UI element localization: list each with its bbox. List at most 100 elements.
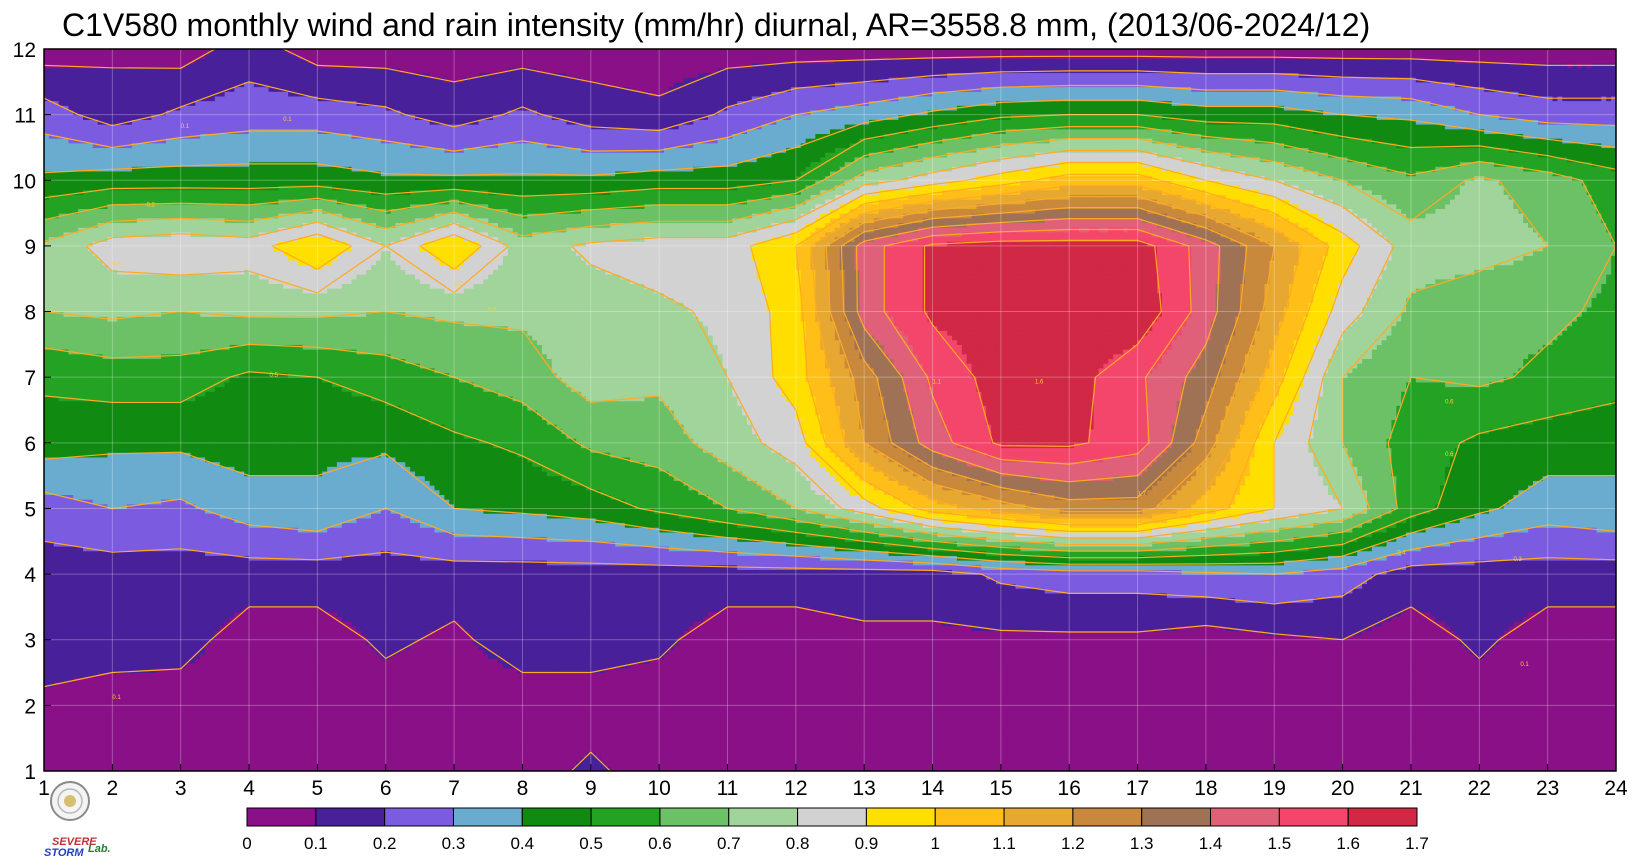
heatmap-cell [73, 391, 78, 396]
heatmap-cell [88, 682, 93, 687]
heatmap-cell [103, 180, 108, 185]
heatmap-cell [49, 260, 54, 265]
heatmap-cell [59, 466, 64, 471]
heatmap-cell [44, 480, 49, 485]
heatmap-cell [103, 274, 108, 279]
heatmap-cell [44, 204, 49, 209]
heatmap-cell [117, 401, 122, 406]
heatmap-cell [44, 757, 49, 762]
heatmap-cell [54, 354, 59, 359]
heatmap-cell [98, 696, 103, 701]
heatmap-cell [59, 293, 64, 298]
heatmap-cell [44, 208, 49, 213]
heatmap-cell [64, 354, 69, 359]
heatmap-cell [78, 321, 83, 326]
heatmap-cell [88, 644, 93, 649]
heatmap-cell [78, 269, 83, 274]
heatmap-cell [68, 246, 73, 251]
heatmap-cell [73, 124, 78, 129]
heatmap-cell [59, 462, 64, 467]
heatmap-cell [122, 696, 127, 701]
heatmap-cell [117, 312, 122, 317]
heatmap-cell [59, 626, 64, 631]
heatmap-cell [78, 579, 83, 584]
heatmap-cell [98, 251, 103, 256]
heatmap-cell [112, 246, 117, 251]
heatmap-cell [88, 213, 93, 218]
heatmap-cell [117, 391, 122, 396]
heatmap-cell [83, 649, 88, 654]
heatmap-cell [93, 162, 98, 167]
heatmap-cell [68, 152, 73, 157]
heatmap-cell [112, 424, 117, 429]
heatmap-cell [88, 152, 93, 157]
heatmap-cell [64, 265, 69, 270]
heatmap-cell [73, 283, 78, 288]
heatmap-cell [93, 58, 98, 63]
heatmap-cell [93, 532, 98, 537]
heatmap-cell [73, 673, 78, 678]
heatmap-cell [88, 616, 93, 621]
heatmap-cell [44, 321, 49, 326]
heatmap-cell [103, 555, 108, 560]
heatmap-cell [112, 508, 117, 513]
heatmap-cell [117, 396, 122, 401]
heatmap-cell [54, 621, 59, 626]
heatmap-cell [93, 405, 98, 410]
heatmap-cell [44, 222, 49, 227]
heatmap-cell [78, 87, 83, 92]
heatmap-cell [54, 124, 59, 129]
heatmap-cell [49, 68, 54, 73]
heatmap-cell [68, 696, 73, 701]
heatmap-cell [93, 105, 98, 110]
heatmap-cell [88, 762, 93, 767]
heatmap-cell [78, 630, 83, 635]
heatmap-cell [122, 738, 127, 743]
heatmap-cell [44, 340, 49, 345]
heatmap-cell [78, 260, 83, 265]
heatmap-cell [59, 382, 64, 387]
heatmap-cell [59, 471, 64, 476]
heatmap-cell [54, 288, 59, 293]
heatmap-cell [54, 283, 59, 288]
heatmap-cell [78, 476, 83, 481]
heatmap-cell [73, 555, 78, 560]
heatmap-cell [68, 49, 73, 54]
heatmap-cell [83, 607, 88, 612]
heatmap-cell [117, 579, 122, 584]
heatmap-cell [112, 579, 117, 584]
heatmap-cell [117, 757, 122, 762]
heatmap-cell [49, 288, 54, 293]
heatmap-cell [98, 105, 103, 110]
heatmap-cell [117, 466, 122, 471]
heatmap-cell [64, 729, 69, 734]
heatmap-cell [98, 616, 103, 621]
heatmap-cell [78, 199, 83, 204]
heatmap-cell [64, 180, 69, 185]
heatmap-cell [68, 616, 73, 621]
heatmap-cell [68, 410, 73, 415]
heatmap-cell [64, 143, 69, 148]
heatmap-cell [112, 673, 117, 678]
heatmap-cell [49, 429, 54, 434]
heatmap-cell [112, 115, 117, 120]
heatmap-cell [78, 691, 83, 696]
heatmap-cell [73, 344, 78, 349]
heatmap-cell [44, 147, 49, 152]
heatmap-cell [83, 574, 88, 579]
heatmap-cell [93, 194, 98, 199]
heatmap-cell [73, 288, 78, 293]
heatmap-cell [98, 471, 103, 476]
heatmap-cell [88, 658, 93, 663]
heatmap-cell [93, 129, 98, 134]
heatmap-cell [64, 199, 69, 204]
heatmap-cell [49, 555, 54, 560]
heatmap-cell [98, 555, 103, 560]
heatmap-cell [122, 654, 127, 659]
heatmap-cell [73, 724, 78, 729]
heatmap-cell [98, 302, 103, 307]
heatmap-cell [44, 124, 49, 129]
heatmap-cell [117, 321, 122, 326]
heatmap-cell [83, 124, 88, 129]
heatmap-cell [112, 288, 117, 293]
